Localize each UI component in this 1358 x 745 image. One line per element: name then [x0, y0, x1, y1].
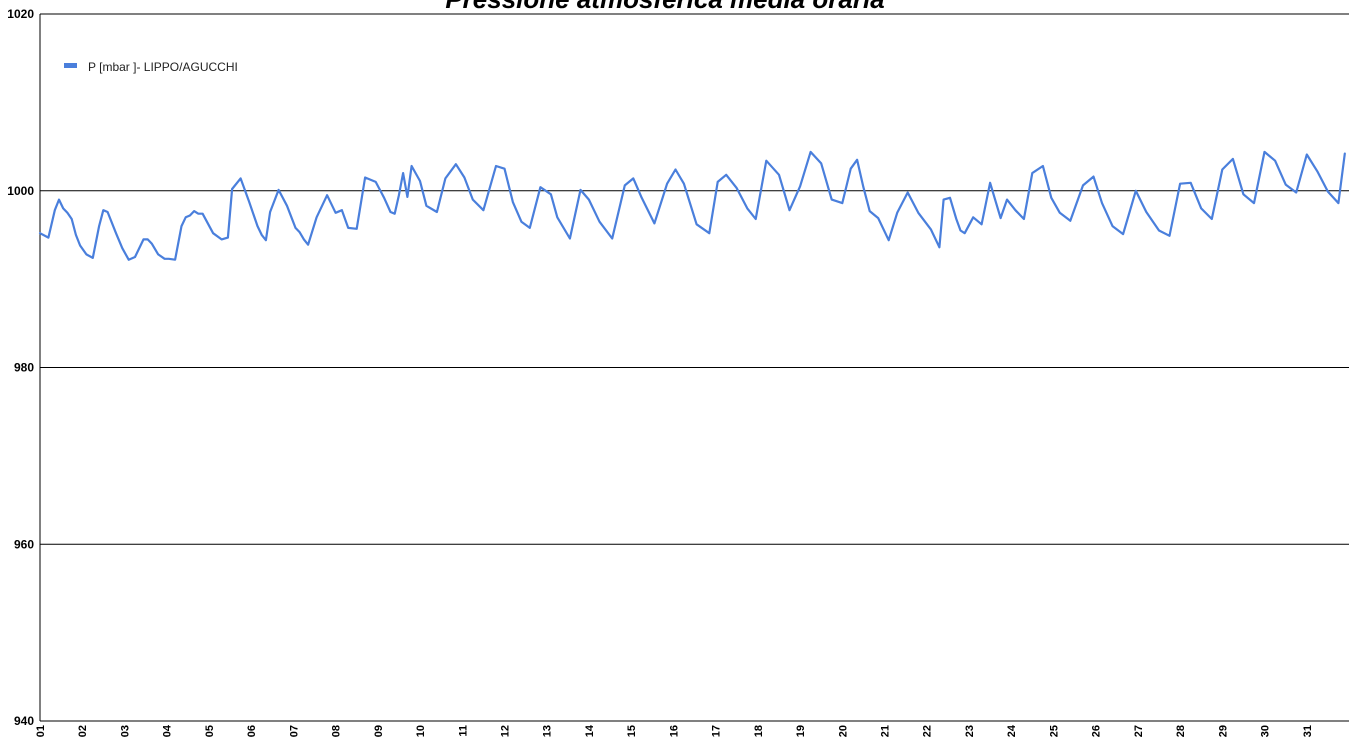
x-tick-label: 24 — [1006, 724, 1018, 737]
y-tick-label: 980 — [14, 361, 34, 375]
y-tick-label: 1020 — [7, 7, 34, 21]
legend: P [mbar ]- LIPPO/AGUCCHI — [64, 60, 238, 74]
y-tick-label: 1000 — [7, 184, 34, 198]
x-tick-label: 02 — [77, 725, 89, 737]
x-tick-label: 19 — [795, 725, 807, 737]
x-tick-label: 29 — [1217, 725, 1229, 737]
x-tick-label: 18 — [753, 725, 765, 737]
x-tick-label: 30 — [1260, 725, 1272, 737]
x-tick-label: 27 — [1133, 725, 1145, 737]
x-tick-label: 23 — [964, 725, 976, 737]
x-tick-label: 01 — [35, 725, 47, 737]
x-tick-label: 07 — [288, 725, 300, 737]
x-tick-label: 11 — [457, 725, 469, 737]
x-tick-label: 26 — [1091, 725, 1103, 737]
legend-swatch — [64, 63, 77, 68]
x-tick-label: 17 — [711, 725, 723, 737]
x-tick-label: 05 — [204, 725, 216, 737]
y-tick-label: 940 — [14, 714, 34, 728]
x-tick-label: 14 — [584, 724, 596, 737]
x-tick-label: 25 — [1048, 725, 1060, 737]
y-tick-label: 960 — [14, 537, 34, 551]
x-tick-label: 15 — [626, 725, 638, 737]
x-tick-label: 22 — [922, 725, 934, 737]
x-tick-label: 28 — [1175, 725, 1187, 737]
x-axis-ticks: 01 02 03 04 05 06 07 08 09 10 11 12 13 14 15 16 17 18 19 20… — [35, 724, 1314, 737]
y-axis-ticks: 1020 1000 980 960 940 — [7, 7, 34, 728]
chart-title: Pressione atmosferica media oraria — [445, 0, 884, 14]
x-tick-label: 03 — [119, 725, 131, 737]
x-tick-label: 16 — [668, 725, 680, 737]
x-tick-label: 20 — [837, 725, 849, 737]
series-layer — [38, 150, 1346, 261]
series-line-0 — [38, 150, 1346, 261]
x-tick-label: 31 — [1302, 725, 1314, 737]
x-tick-label: 12 — [499, 725, 511, 737]
grid-layer — [39, 13, 1349, 722]
x-tick-label: 08 — [331, 725, 343, 737]
x-tick-label: 21 — [880, 725, 892, 737]
x-tick-label: 10 — [415, 725, 427, 737]
x-tick-label: 13 — [542, 725, 554, 737]
x-tick-label: 04 — [162, 724, 174, 737]
legend-label: P [mbar ]- LIPPO/AGUCCHI — [88, 60, 238, 74]
x-tick-label: 06 — [246, 725, 258, 737]
x-tick-label: 09 — [373, 725, 385, 737]
